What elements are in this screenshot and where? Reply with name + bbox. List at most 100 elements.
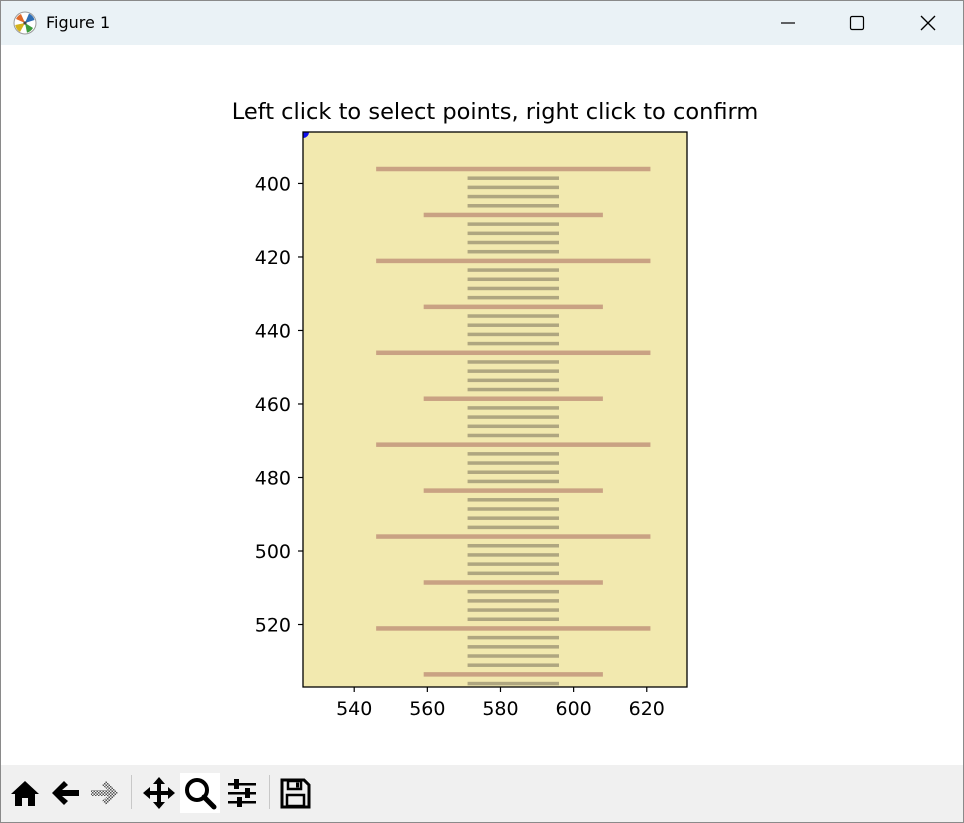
back-button[interactable] bbox=[45, 773, 85, 813]
scale-tick-mark bbox=[467, 415, 559, 419]
scale-line-mark bbox=[423, 304, 603, 310]
zoom-button[interactable] bbox=[180, 773, 220, 813]
scale-tick-mark bbox=[467, 663, 559, 667]
x-tick-label: 600 bbox=[555, 698, 591, 720]
scale-tick-mark bbox=[467, 185, 559, 190]
scale-line-mark bbox=[376, 258, 651, 264]
scale-tick-mark bbox=[467, 286, 559, 291]
scale-tick-mark bbox=[467, 341, 559, 346]
scale-line-mark bbox=[376, 534, 651, 539]
window-title: Figure 1 bbox=[46, 13, 111, 32]
scale-tick-mark bbox=[467, 204, 559, 208]
y-tick-label: 520 bbox=[255, 615, 291, 637]
title-bar[interactable]: Figure 1 bbox=[1, 1, 963, 45]
scale-line-mark bbox=[376, 442, 651, 447]
scale-tick-mark bbox=[467, 424, 559, 429]
forward-button[interactable] bbox=[85, 773, 125, 813]
pan-icon bbox=[143, 777, 175, 809]
scale-tick-mark bbox=[467, 645, 559, 649]
scale-tick-mark bbox=[467, 516, 559, 520]
scale-tick-mark bbox=[467, 571, 559, 576]
selected-point-marker bbox=[303, 132, 309, 138]
scale-tick-mark bbox=[467, 249, 559, 254]
scale-tick-mark bbox=[467, 406, 559, 410]
scale-tick-mark bbox=[467, 553, 559, 557]
figure-canvas[interactable]: Left click to select points, right click… bbox=[1, 45, 963, 765]
y-tick-label: 420 bbox=[255, 247, 291, 269]
scale-line-mark bbox=[423, 212, 603, 218]
scale-tick-mark bbox=[467, 277, 559, 282]
scale-tick-mark bbox=[467, 295, 559, 300]
toolbar-separator bbox=[269, 775, 270, 809]
scale-line-mark bbox=[423, 396, 603, 401]
save-button[interactable] bbox=[275, 773, 315, 813]
scale-line-mark bbox=[423, 672, 603, 677]
scale-tick-mark bbox=[467, 231, 559, 236]
scale-tick-mark bbox=[467, 681, 559, 686]
home-icon bbox=[11, 781, 39, 806]
back-arrow-icon bbox=[52, 781, 79, 805]
scale-tick-mark bbox=[467, 222, 559, 226]
maximize-icon bbox=[849, 15, 865, 31]
minimize-button[interactable] bbox=[753, 1, 823, 45]
scale-tick-mark bbox=[467, 562, 559, 566]
home-button[interactable] bbox=[5, 773, 45, 813]
scale-tick-mark bbox=[467, 314, 559, 318]
y-tick-label: 500 bbox=[255, 541, 291, 563]
y-tick-label: 460 bbox=[255, 394, 291, 416]
scale-tick-mark bbox=[467, 360, 559, 364]
scale-tick-mark bbox=[467, 599, 559, 603]
scale-tick-mark bbox=[467, 608, 559, 612]
scale-tick-mark bbox=[467, 332, 559, 337]
scale-tick-mark bbox=[467, 470, 559, 474]
save-icon bbox=[280, 778, 311, 809]
scale-tick-mark bbox=[467, 369, 559, 373]
navigation-toolbar bbox=[1, 765, 963, 822]
x-tick-label: 620 bbox=[629, 698, 665, 720]
x-tick-label: 540 bbox=[336, 698, 372, 720]
axes[interactable]: 540 560 580 600 620 400 420 440 460 480 500 520 bbox=[255, 126, 688, 720]
x-tick-label: 580 bbox=[482, 698, 518, 720]
toolbar-separator bbox=[131, 775, 132, 809]
scale-line-mark bbox=[376, 166, 651, 172]
forward-arrow-icon bbox=[91, 781, 118, 805]
configure-subplots-button[interactable] bbox=[222, 773, 262, 813]
scale-tick-mark bbox=[467, 240, 559, 245]
scale-tick-mark bbox=[467, 498, 559, 502]
zoom-icon bbox=[185, 778, 217, 810]
minimize-icon bbox=[781, 22, 795, 24]
axes-frame bbox=[302, 131, 688, 688]
close-icon bbox=[920, 15, 936, 31]
matplotlib-app-icon bbox=[13, 11, 37, 35]
close-button[interactable] bbox=[893, 1, 963, 45]
scale-tick-mark bbox=[467, 378, 559, 383]
scale-tick-mark bbox=[467, 194, 559, 199]
scale-tick-mark bbox=[467, 525, 559, 530]
scale-tick-mark bbox=[467, 543, 559, 548]
scale-tick-mark bbox=[467, 617, 559, 622]
y-tick-label: 480 bbox=[255, 467, 291, 489]
scale-line-mark bbox=[423, 580, 603, 585]
scale-tick-mark bbox=[467, 507, 559, 511]
configure-subplots-icon bbox=[228, 779, 256, 807]
scale-tick-mark bbox=[467, 461, 559, 465]
scale-tick-mark bbox=[467, 654, 559, 658]
scale-line-mark bbox=[423, 488, 603, 493]
pan-button[interactable] bbox=[139, 773, 179, 813]
plot-title: Left click to select points, right click… bbox=[232, 99, 759, 125]
scale-tick-mark bbox=[467, 589, 559, 594]
scale-line-mark bbox=[376, 350, 651, 356]
y-tick-label: 440 bbox=[255, 320, 291, 342]
scale-tick-mark bbox=[467, 323, 559, 327]
y-tick-label: 400 bbox=[255, 173, 291, 195]
plot-svg[interactable]: Left click to select points, right click… bbox=[1, 45, 963, 765]
scale-line-mark bbox=[376, 626, 651, 631]
maximize-button[interactable] bbox=[822, 1, 892, 45]
scale-tick-mark bbox=[467, 176, 559, 180]
scale-tick-mark bbox=[467, 479, 559, 484]
scale-tick-mark bbox=[467, 433, 559, 438]
scale-tick-mark bbox=[467, 387, 559, 392]
scale-tick-mark bbox=[467, 268, 559, 272]
scale-tick-mark bbox=[467, 452, 559, 456]
